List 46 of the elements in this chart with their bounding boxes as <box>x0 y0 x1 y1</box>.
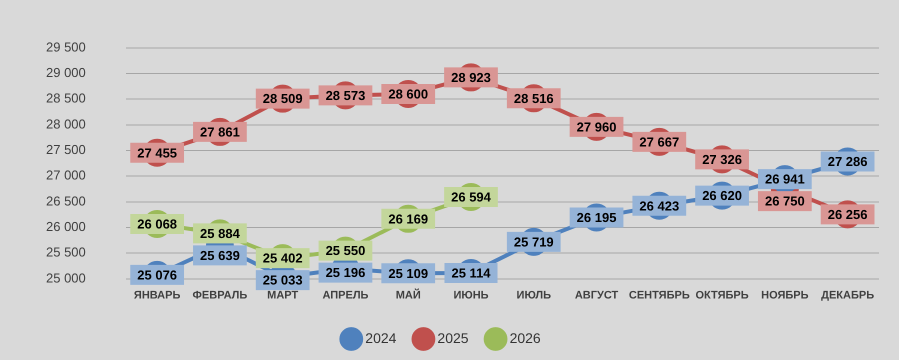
data-label: 26 423 <box>639 198 680 214</box>
data-label: 26 256 <box>828 206 868 222</box>
x-tick-label: МАЙ <box>396 288 421 302</box>
y-tick-label: 25 500 <box>46 244 86 260</box>
data-label: 28 573 <box>326 88 366 103</box>
x-tick-label: СЕНТЯБРЬ <box>628 289 690 302</box>
data-label: 25 639 <box>200 248 240 263</box>
y-tick-label: 26 500 <box>46 193 86 208</box>
x-tick-label: ИЮНЬ <box>453 289 489 302</box>
data-label: 26 169 <box>388 211 428 226</box>
data-label: 26 068 <box>137 216 178 232</box>
x-tick-label: АПРЕЛЬ <box>322 289 369 302</box>
y-tick-label: 26 000 <box>46 219 86 234</box>
y-tick-label: 28 000 <box>46 116 86 132</box>
data-label: 27 667 <box>639 134 680 150</box>
data-label: 26 195 <box>576 210 616 226</box>
legend-label: 2026 <box>510 330 541 346</box>
y-tick-label: 27 500 <box>46 142 86 158</box>
data-label: 27 455 <box>137 145 178 160</box>
x-tick-label: АВГУСТ <box>574 289 618 302</box>
y-tick-label: 25 000 <box>46 270 86 286</box>
data-label: 27 960 <box>576 119 616 134</box>
data-label: 27 861 <box>200 124 240 140</box>
data-label: 28 516 <box>514 90 554 106</box>
x-tick-label: МАРТ <box>267 289 298 302</box>
data-label: 27 326 <box>702 152 742 167</box>
data-label: 26 620 <box>702 188 742 204</box>
y-tick-label: 29 500 <box>46 39 86 54</box>
x-tick-label: ДЕКАБРЬ <box>821 289 874 302</box>
data-label: 25 719 <box>514 234 554 250</box>
data-label: 26 594 <box>451 190 492 205</box>
data-label: 25 033 <box>262 272 303 288</box>
x-tick-label: ЯНВАРЬ <box>134 289 180 302</box>
x-tick-label: ФЕВРАЛЬ <box>192 289 248 302</box>
legend-label: 2025 <box>437 330 469 346</box>
data-label: 28 509 <box>262 91 303 106</box>
x-tick-label: ОКТЯБРЬ <box>695 289 749 302</box>
data-label: 28 923 <box>451 70 491 85</box>
data-label: 28 600 <box>388 86 428 102</box>
data-label: 25 076 <box>137 267 178 282</box>
y-tick-label: 27 000 <box>46 168 86 183</box>
x-tick-label: НОЯБРЬ <box>761 289 809 302</box>
legend-label: 2024 <box>365 330 397 346</box>
x-tick-label: ИЮЛЬ <box>516 289 552 302</box>
y-tick-label: 29 000 <box>46 65 86 80</box>
y-tick-label: 28 500 <box>46 90 86 106</box>
